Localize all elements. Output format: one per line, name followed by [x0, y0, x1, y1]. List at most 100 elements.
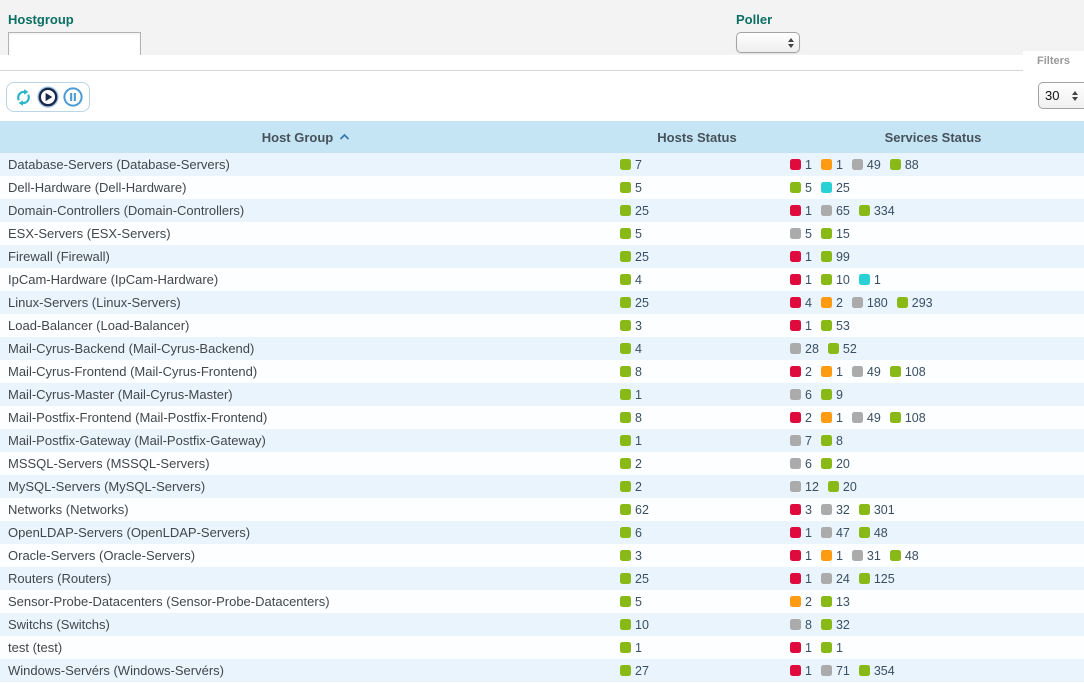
column-header-host-group[interactable]: Host Group — [0, 129, 612, 145]
status-pair-critical[interactable]: 1 — [790, 319, 812, 333]
status-pair-ok[interactable]: 354 — [858, 664, 895, 678]
status-pair-unknown[interactable]: 12 — [790, 480, 819, 494]
table-row[interactable]: Mail-Cyrus-Frontend (Mail-Cyrus-Frontend… — [0, 360, 1084, 383]
page-size-select[interactable]: 30 — [1038, 82, 1084, 109]
table-row[interactable]: Mail-Postfix-Gateway (Mail-Postfix-Gatew… — [0, 429, 1084, 452]
status-pair-up[interactable]: 4 — [620, 342, 642, 356]
status-pair-unknown[interactable]: 6 — [790, 388, 812, 402]
hostgroup-name[interactable]: Mail-Cyrus-Frontend (Mail-Cyrus-Frontend… — [8, 364, 258, 379]
status-pair-up[interactable]: 27 — [620, 664, 649, 678]
status-pair-warning[interactable]: 1 — [820, 411, 843, 425]
status-pair-pending[interactable]: 1 — [858, 273, 881, 287]
status-pair-up[interactable]: 25 — [620, 296, 649, 310]
status-pair-ok[interactable]: 20 — [827, 480, 857, 494]
status-pair-critical[interactable]: 2 — [790, 411, 812, 425]
table-row[interactable]: Networks (Networks) 62 3 32 301 — [0, 498, 1084, 521]
status-pair-warning[interactable]: 2 — [820, 296, 843, 310]
status-pair-up[interactable]: 1 — [620, 641, 642, 655]
status-pair-unknown[interactable]: 47 — [820, 526, 850, 540]
status-pair-unknown[interactable]: 49 — [851, 411, 881, 425]
status-pair-up[interactable]: 8 — [620, 411, 642, 425]
status-pair-up[interactable]: 1 — [620, 434, 642, 448]
table-row[interactable]: Dell-Hardware (Dell-Hardware) 5 5 25 — [0, 176, 1084, 199]
status-pair-up[interactable]: 8 — [620, 365, 642, 379]
hostgroup-name[interactable]: Linux-Servers (Linux-Servers) — [8, 295, 181, 310]
status-pair-ok[interactable]: 5 — [790, 181, 812, 195]
hostgroup-name[interactable]: Load-Balancer (Load-Balancer) — [8, 318, 190, 333]
table-row[interactable]: Oracle-Servers (Oracle-Servers) 3 1 1 31 48 — [0, 544, 1084, 567]
status-pair-critical[interactable]: 3 — [790, 503, 812, 517]
table-row[interactable]: OpenLDAP-Servers (OpenLDAP-Servers) 6 1 47 4… — [0, 521, 1084, 544]
status-pair-ok[interactable]: 88 — [889, 158, 919, 172]
status-pair-ok[interactable]: 301 — [858, 503, 895, 517]
hostgroup-name[interactable]: Domain-Controllers (Domain-Controllers) — [8, 203, 245, 218]
status-pair-unknown[interactable]: 8 — [790, 618, 812, 632]
status-pair-up[interactable]: 6 — [620, 526, 642, 540]
hostgroup-name[interactable]: Mail-Postfix-Frontend (Mail-Postfix-Fron… — [8, 410, 268, 425]
hostgroup-name[interactable]: test (test) — [8, 640, 63, 655]
status-pair-warning[interactable]: 2 — [790, 595, 812, 609]
hostgroup-name[interactable]: Oracle-Servers (Oracle-Servers) — [8, 548, 196, 563]
status-pair-ok[interactable]: 32 — [820, 618, 850, 632]
table-row[interactable]: Database-Servers (Database-Servers) 7 1 1 49… — [0, 153, 1084, 176]
status-pair-warning[interactable]: 1 — [820, 365, 843, 379]
status-pair-up[interactable]: 7 — [620, 158, 642, 172]
hostgroup-name[interactable]: Windows-Servérs (Windows-Servérs) — [8, 663, 224, 678]
status-pair-critical[interactable]: 1 — [790, 273, 812, 287]
status-pair-up[interactable]: 1 — [620, 388, 642, 402]
status-pair-unknown[interactable]: 180 — [851, 296, 888, 310]
table-row[interactable]: Load-Balancer (Load-Balancer) 3 1 53 — [0, 314, 1084, 337]
hostgroup-name[interactable]: Mail-Cyrus-Master (Mail-Cyrus-Master) — [8, 387, 233, 402]
hostgroup-name[interactable]: MySQL-Servers (MySQL-Servers) — [8, 479, 206, 494]
status-pair-ok[interactable]: 53 — [820, 319, 850, 333]
filters-tab[interactable]: Filters — [1022, 51, 1084, 71]
status-pair-warning[interactable]: 1 — [820, 158, 843, 172]
table-row[interactable]: Firewall (Firewall) 25 1 99 — [0, 245, 1084, 268]
status-pair-ok[interactable]: 1 — [820, 641, 843, 655]
status-pair-critical[interactable]: 1 — [790, 250, 812, 264]
status-pair-critical[interactable]: 4 — [790, 296, 812, 310]
status-pair-up[interactable]: 2 — [620, 457, 642, 471]
poller-select[interactable] — [736, 32, 800, 53]
status-pair-up[interactable]: 10 — [620, 618, 649, 632]
status-pair-critical[interactable]: 1 — [790, 158, 812, 172]
status-pair-critical[interactable]: 1 — [790, 641, 812, 655]
status-pair-warning[interactable]: 1 — [820, 549, 843, 563]
status-pair-unknown[interactable]: 71 — [820, 664, 850, 678]
status-pair-critical[interactable]: 1 — [790, 204, 812, 218]
table-row[interactable]: Routers (Routers) 25 1 24 125 — [0, 567, 1084, 590]
status-pair-ok[interactable]: 8 — [820, 434, 843, 448]
hostgroup-name[interactable]: Routers (Routers) — [8, 571, 112, 586]
status-pair-critical[interactable]: 1 — [790, 572, 812, 586]
status-pair-up[interactable]: 25 — [620, 250, 649, 264]
status-pair-up[interactable]: 62 — [620, 503, 649, 517]
hostgroup-name[interactable]: Firewall (Firewall) — [8, 249, 110, 264]
status-pair-up[interactable]: 2 — [620, 480, 642, 494]
status-pair-unknown[interactable]: 6 — [790, 457, 812, 471]
play-icon[interactable] — [37, 86, 59, 108]
status-pair-ok[interactable]: 13 — [820, 595, 850, 609]
status-pair-up[interactable]: 3 — [620, 549, 642, 563]
status-pair-unknown[interactable]: 28 — [790, 342, 819, 356]
table-row[interactable]: Domain-Controllers (Domain-Controllers) 2… — [0, 199, 1084, 222]
hostgroup-name[interactable]: Sensor-Probe-Datacenters (Sensor-Probe-D… — [8, 594, 330, 609]
table-row[interactable]: Mail-Postfix-Frontend (Mail-Postfix-Fron… — [0, 406, 1084, 429]
status-pair-ok[interactable]: 108 — [889, 411, 926, 425]
status-pair-ok[interactable]: 20 — [820, 457, 850, 471]
hostgroup-name[interactable]: Database-Servers (Database-Servers) — [8, 157, 230, 172]
status-pair-up[interactable]: 5 — [620, 181, 642, 195]
table-row[interactable]: Linux-Servers (Linux-Servers) 25 4 2 180 293 — [0, 291, 1084, 314]
hostgroup-input[interactable] — [8, 32, 141, 58]
status-pair-ok[interactable]: 99 — [820, 250, 850, 264]
status-pair-unknown[interactable]: 65 — [820, 204, 850, 218]
table-row[interactable]: Mail-Cyrus-Backend (Mail-Cyrus-Backend) 4… — [0, 337, 1084, 360]
status-pair-up[interactable]: 4 — [620, 273, 642, 287]
table-row[interactable]: IpCam-Hardware (IpCam-Hardware) 4 1 10 1 — [0, 268, 1084, 291]
status-pair-up[interactable]: 25 — [620, 572, 649, 586]
status-pair-ok[interactable]: 108 — [889, 365, 926, 379]
table-row[interactable]: ESX-Servers (ESX-Servers) 5 5 15 — [0, 222, 1084, 245]
status-pair-critical[interactable]: 1 — [790, 664, 812, 678]
status-pair-ok[interactable]: 48 — [858, 526, 888, 540]
hostgroup-name[interactable]: Dell-Hardware (Dell-Hardware) — [8, 180, 187, 195]
table-row[interactable]: MySQL-Servers (MySQL-Servers) 2 12 20 — [0, 475, 1084, 498]
